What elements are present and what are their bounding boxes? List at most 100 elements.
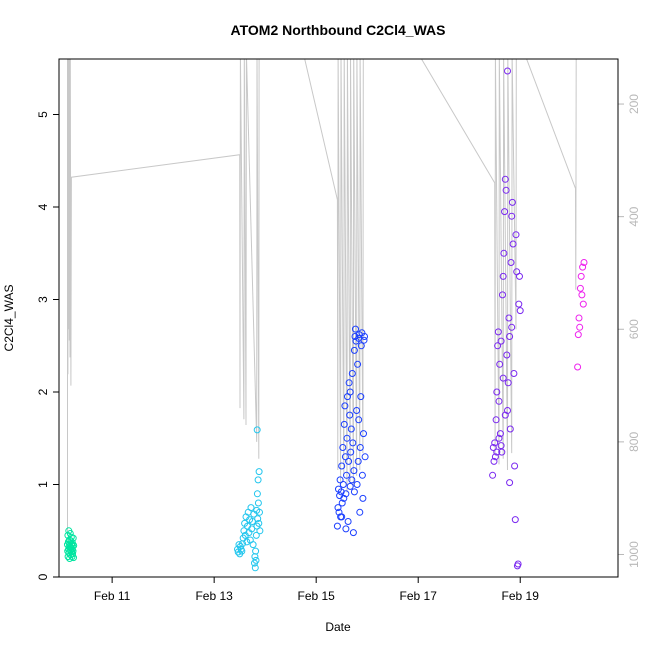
data-point [347, 425, 355, 433]
data-point [357, 342, 365, 350]
y-tick-label: 0 [36, 573, 50, 580]
data-point [500, 249, 508, 257]
data-point [354, 457, 362, 465]
y2-tick-label: 600 [627, 319, 641, 339]
data-point [252, 531, 260, 539]
y-tick-label: 2 [36, 388, 50, 395]
data-point [351, 333, 359, 340]
x-tick-label: Feb 17 [400, 589, 438, 603]
data-point [338, 462, 346, 470]
data-point [509, 240, 517, 248]
data-point [574, 331, 582, 339]
data-point [256, 527, 264, 535]
data-point [342, 525, 350, 533]
data-point [353, 407, 361, 414]
data-point [499, 374, 507, 382]
data-point [350, 488, 358, 496]
data-point [489, 444, 497, 451]
x-tick-label: Feb 11 [94, 589, 131, 603]
data-point [254, 476, 262, 484]
data-point [248, 525, 256, 533]
data-point [361, 453, 369, 461]
data-point [69, 543, 77, 550]
data-point [508, 198, 516, 206]
data-point [253, 490, 261, 498]
data-point [254, 499, 262, 507]
data-point [356, 508, 364, 516]
data-point [501, 175, 509, 183]
data-point [575, 314, 583, 322]
data-point [346, 411, 354, 419]
plot-frame [58, 58, 619, 578]
data-point [353, 481, 361, 488]
data-point [247, 504, 255, 512]
data-point [70, 542, 78, 549]
data-point [502, 186, 510, 194]
y2-tick-label: 800 [627, 432, 641, 452]
data-point [345, 379, 353, 387]
data-point [350, 467, 358, 475]
data-point [504, 379, 512, 387]
data-point [256, 508, 263, 516]
data-point [339, 444, 347, 451]
data-point [348, 476, 356, 484]
y-tick-label: 5 [36, 111, 50, 118]
data-point [252, 556, 260, 564]
data-point [503, 351, 511, 359]
data-point [496, 430, 504, 438]
data-point [343, 471, 350, 479]
chart-title: ATOM2 Northbound C2Cl4_WAS [231, 22, 446, 38]
data-point [341, 453, 349, 461]
y-tick-label: 3 [36, 296, 50, 303]
x-tick-label: Feb 15 [298, 589, 336, 603]
data-point [349, 439, 357, 447]
data-point [347, 448, 355, 456]
data-point [506, 479, 514, 487]
data-point [491, 439, 499, 447]
data-point [341, 402, 349, 410]
data-point [499, 291, 506, 299]
data-point [574, 363, 582, 371]
data-point [578, 291, 586, 299]
y-tick-label: 4 [36, 203, 50, 210]
data-point [252, 547, 260, 555]
data-point [504, 67, 511, 75]
data-point [516, 272, 523, 280]
data-point [333, 522, 341, 530]
data-point [253, 426, 261, 434]
data-point [338, 513, 346, 521]
data-point [350, 346, 358, 354]
data-point [512, 231, 520, 239]
x-tick-label: Feb 13 [195, 589, 233, 603]
data-point [349, 529, 357, 537]
data-point [361, 333, 368, 340]
data-point [70, 554, 77, 562]
data-point [340, 420, 348, 428]
data-point [249, 541, 257, 549]
data-point [490, 457, 498, 465]
data-point [360, 430, 367, 438]
data-point [493, 448, 501, 456]
data-point [243, 538, 251, 546]
data-point [348, 370, 356, 377]
x-axis-label: Date [325, 620, 351, 634]
data-point [497, 442, 505, 450]
data-point [501, 208, 509, 216]
data-point [495, 434, 503, 442]
data-point [501, 411, 509, 419]
data-point [489, 471, 497, 479]
data-point [579, 300, 587, 308]
data-point [508, 323, 516, 331]
data-point [354, 360, 362, 368]
data-point [346, 388, 354, 396]
data-point [506, 333, 514, 340]
data-point [345, 457, 353, 465]
data-point [334, 504, 342, 512]
data-point [576, 323, 584, 331]
data-point [491, 453, 499, 461]
data-point [580, 259, 588, 266]
data-point [357, 393, 365, 401]
data-point [336, 476, 344, 484]
